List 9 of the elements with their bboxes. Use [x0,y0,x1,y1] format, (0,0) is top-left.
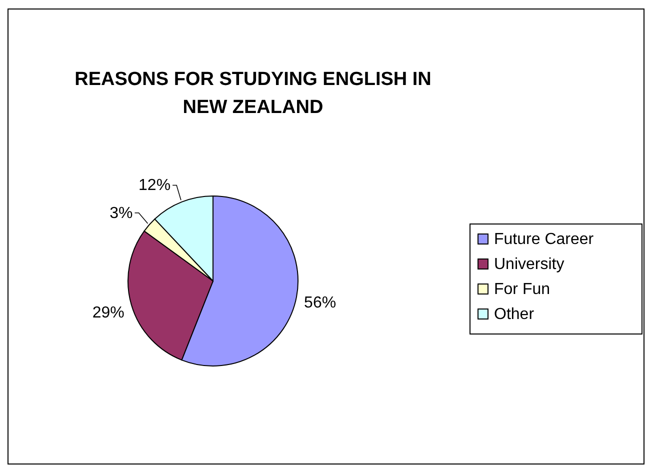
data-label: 3% [110,204,133,222]
legend-label: Other [494,306,535,323]
data-label: 12% [138,177,171,194]
chart-title: REASONS FOR STUDYING ENGLISH IN NEW ZEALAND [74,69,432,118]
data-label: 56% [304,294,336,312]
legend-label: University [494,256,564,273]
legend-label: For Fun [494,281,550,298]
legend-label: Future Career [494,231,594,248]
data-label: 29% [92,304,124,322]
